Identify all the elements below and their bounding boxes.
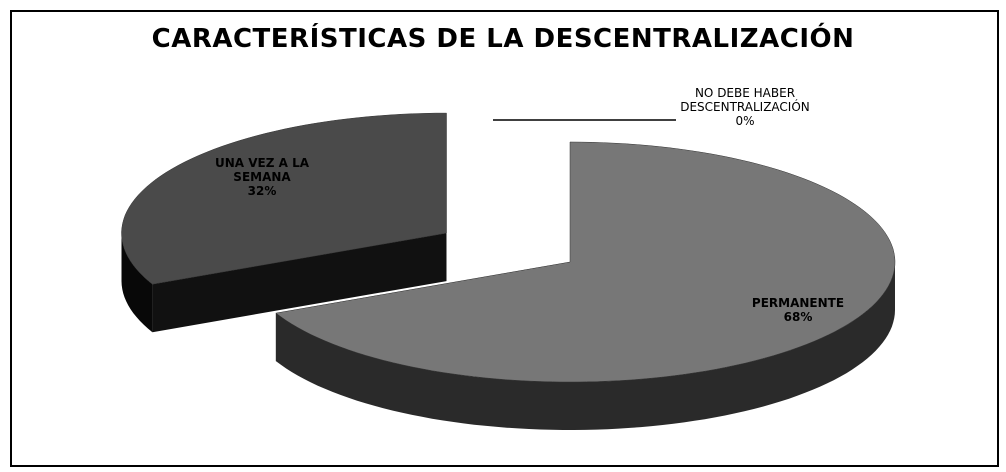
slice-top xyxy=(121,112,447,285)
slice-side xyxy=(275,262,895,430)
category-label: UNA VEZ A LA SEMANA xyxy=(214,156,309,184)
value-label: 32% xyxy=(247,184,277,198)
data-label: UNA VEZ A LA SEMANA 32% xyxy=(207,156,317,198)
slice-side xyxy=(121,233,153,333)
value-label: 68% xyxy=(783,310,813,324)
slice xyxy=(493,119,676,121)
category-label: PERMANENTE xyxy=(751,296,845,310)
slice-top xyxy=(275,141,896,383)
pie xyxy=(121,112,896,430)
data-label: PERMANENTE 68% xyxy=(718,296,878,324)
value-label: 0% xyxy=(735,114,755,128)
category-label: NO DEBE HABER DESCENTRALIZACIÓN xyxy=(680,86,810,114)
slice xyxy=(121,112,447,333)
chart-title: CARACTERÍSTICAS DE LA DESCENTRALIZACIÓN xyxy=(151,24,855,54)
slice xyxy=(275,141,896,430)
data-label: NO DEBE HABER DESCENTRALIZACIÓN 0% xyxy=(665,86,825,128)
slice-wall xyxy=(152,233,447,333)
